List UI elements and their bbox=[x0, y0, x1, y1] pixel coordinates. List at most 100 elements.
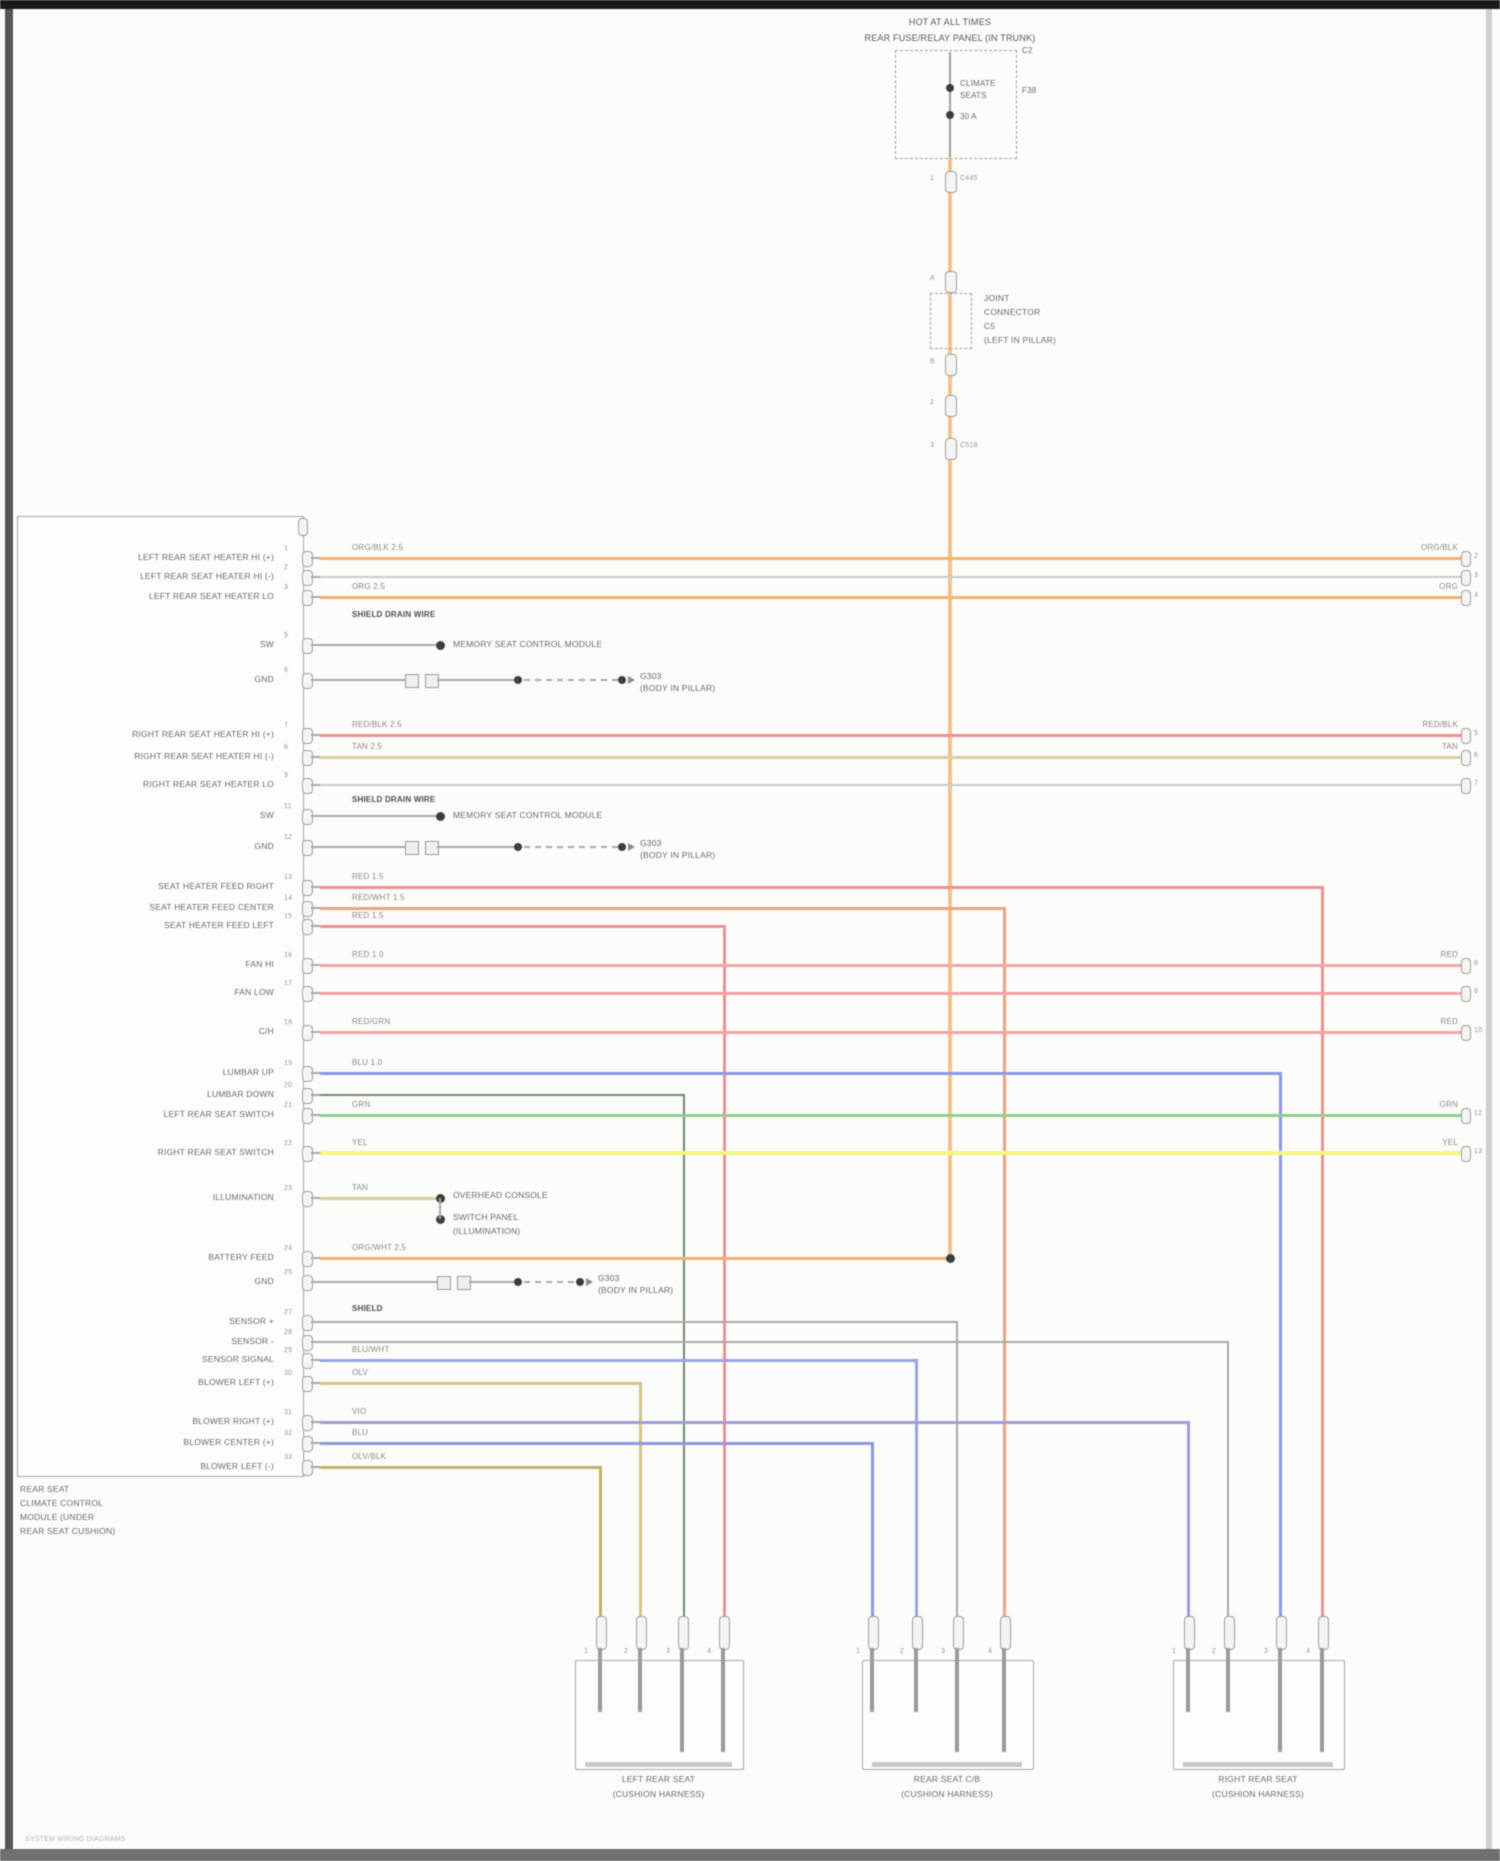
fuse-box-note-side: F38 bbox=[1022, 86, 1037, 95]
wire-vertical bbox=[598, 1467, 602, 1617]
right-edge-pin-number: 13 bbox=[1474, 1148, 1483, 1155]
ferrite-symbol bbox=[405, 674, 419, 688]
bottom-pin-stub bbox=[638, 1648, 642, 1662]
module-box bbox=[17, 516, 304, 1477]
bottom-pin-stub-inner bbox=[1320, 1662, 1324, 1752]
right-edge-wire-label: YEL bbox=[1442, 1138, 1458, 1147]
right-edge-connector bbox=[1461, 728, 1471, 744]
wire-color-code: VIO bbox=[352, 1407, 367, 1416]
right-edge-connector bbox=[1461, 590, 1471, 606]
module-pin-stub bbox=[311, 1421, 320, 1423]
wire-color-code: BLU/WHT bbox=[352, 1345, 390, 1354]
bottom-pin-stub-inner bbox=[914, 1662, 918, 1712]
module-pin-stub bbox=[311, 1281, 320, 1283]
wire-color-code: BLU 1.0 bbox=[352, 1058, 383, 1067]
module-row-label: FAN HI bbox=[245, 959, 274, 969]
wire-vertical bbox=[870, 1443, 874, 1617]
module-pin-number: 29 bbox=[284, 1347, 293, 1354]
module-pin-connector bbox=[301, 1191, 313, 1207]
module-pin-number: 27 bbox=[284, 1309, 293, 1316]
fuse-label-line2: SEATS bbox=[960, 91, 987, 100]
ferrite-symbol bbox=[425, 674, 439, 688]
module-pin-connector bbox=[301, 1025, 313, 1041]
module-row-label: FAN LOW bbox=[234, 987, 274, 997]
right-edge-pin-number: 10 bbox=[1474, 1027, 1483, 1034]
module-name-2: CLIMATE CONTROL bbox=[20, 1498, 104, 1508]
wire-horizontal bbox=[320, 815, 436, 817]
module-pin-connector bbox=[301, 880, 313, 896]
ground-location: (BODY IN PILLAR) bbox=[598, 1285, 674, 1295]
junction-dot bbox=[618, 843, 626, 851]
module-pin-connector bbox=[301, 1146, 313, 1162]
module-pin-connector bbox=[301, 809, 313, 825]
wire-horizontal bbox=[320, 1094, 685, 1096]
wire-horizontal bbox=[320, 991, 1462, 995]
bottom-pin-connector bbox=[1317, 1616, 1329, 1650]
module-pin-stub bbox=[311, 925, 320, 927]
bottom-pin-stub bbox=[1278, 1648, 1282, 1662]
module-pin-number: 15 bbox=[284, 913, 293, 920]
battery-feed-wire bbox=[948, 157, 952, 1260]
right-edge-connector bbox=[1461, 1146, 1471, 1162]
module-row-label: BLOWER LEFT (+) bbox=[198, 1377, 274, 1387]
wire-vertical bbox=[914, 1360, 918, 1617]
module-pin-stub bbox=[311, 992, 320, 994]
wire-color-code: RED 1.5 bbox=[352, 872, 384, 881]
wire-vertical bbox=[1320, 887, 1324, 1617]
right-edge-wire-label: ORG/BLK bbox=[1421, 543, 1458, 552]
power-title-line2: REAR FUSE/RELAY PANEL (IN TRUNK) bbox=[864, 33, 1036, 43]
module-row-label: RIGHT REAR SEAT HEATER HI (+) bbox=[132, 729, 274, 739]
wire-horizontal bbox=[320, 755, 1462, 759]
wire-color-code: OLV bbox=[352, 1368, 369, 1377]
ground-id: G303 bbox=[640, 838, 662, 848]
bottom-pin-stub bbox=[1320, 1648, 1324, 1662]
right-edge-pin-number: 2 bbox=[1474, 553, 1479, 560]
feed-tap-pin: A bbox=[930, 275, 935, 282]
wire-horizontal bbox=[320, 1030, 1462, 1034]
bottom-pin-number: 1 bbox=[1172, 1648, 1177, 1655]
ground-arrow-icon bbox=[628, 843, 635, 851]
bottom-pin-connector bbox=[867, 1616, 879, 1650]
bottom-pin-number: 3 bbox=[666, 1648, 671, 1655]
bottom-pin-stub-inner bbox=[870, 1662, 874, 1712]
module-pin-number: 31 bbox=[284, 1409, 293, 1416]
ground-dash-wire bbox=[524, 846, 618, 848]
wire-horizontal bbox=[320, 1381, 642, 1385]
ferrite-symbol bbox=[425, 841, 439, 855]
shield-tag: SHIELD bbox=[352, 1304, 383, 1313]
module-pin-connector bbox=[301, 986, 313, 1002]
right-edge-connector bbox=[1461, 1108, 1471, 1124]
module-pin-stub bbox=[311, 846, 320, 848]
wire-horizontal bbox=[320, 1113, 1462, 1117]
module-row-label: LEFT REAR SEAT HEATER HI (+) bbox=[137, 552, 274, 562]
wire-vertical bbox=[638, 1383, 642, 1617]
module-pin-stub bbox=[311, 1031, 320, 1033]
destination-label: MEMORY SEAT CONTROL MODULE bbox=[453, 639, 603, 649]
module-pin-connector bbox=[301, 551, 313, 567]
module-pin-connector bbox=[301, 1460, 313, 1476]
bottom-pin-stub-inner bbox=[1002, 1662, 1006, 1752]
fuse-box bbox=[895, 50, 1017, 159]
module-pin-stub bbox=[311, 1072, 320, 1074]
module-pin-number: 9 bbox=[284, 772, 289, 779]
bottom-connector-label-2: (CUSHION HARNESS) bbox=[1212, 1789, 1304, 1799]
joint-connector-label-4: (LEFT IN PILLAR) bbox=[984, 335, 1057, 345]
wire-color-code: OLV/BLK bbox=[352, 1452, 387, 1461]
bottom-connector-base bbox=[1183, 1762, 1333, 1767]
bottom-pin-number: 4 bbox=[988, 1648, 993, 1655]
bottom-pin-stub bbox=[680, 1648, 684, 1662]
feed-tap-connector bbox=[945, 438, 957, 460]
bottom-pin-stub-inner bbox=[638, 1662, 642, 1712]
right-edge-connector bbox=[1461, 986, 1471, 1002]
bottom-pin-stub bbox=[955, 1648, 959, 1662]
bottom-pin-connector bbox=[1275, 1616, 1287, 1650]
right-edge-wire-label: GRN bbox=[1439, 1100, 1458, 1109]
bottom-pin-connector bbox=[952, 1616, 964, 1650]
right-edge-connector bbox=[1461, 750, 1471, 766]
bottom-pin-number: 1 bbox=[856, 1648, 861, 1655]
module-row-label: SEAT HEATER FEED CENTER bbox=[149, 902, 274, 912]
module-row-label: BLOWER RIGHT (+) bbox=[192, 1416, 274, 1426]
right-edge-connector bbox=[1461, 778, 1471, 794]
